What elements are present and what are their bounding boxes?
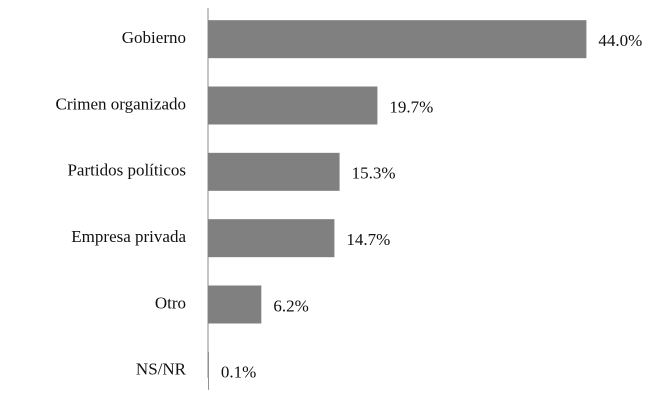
data-label: 44.0% <box>598 31 642 50</box>
bar <box>208 219 335 258</box>
category-label: Empresa privada <box>71 227 186 246</box>
category-label: Partidos políticos <box>67 161 186 180</box>
bar <box>208 86 378 125</box>
data-label: 14.7% <box>346 230 390 249</box>
data-label: 0.1% <box>221 363 256 382</box>
category-label: Crimen organizado <box>56 94 186 113</box>
bar <box>208 351 209 390</box>
data-label: 6.2% <box>273 296 308 315</box>
data-label: 19.7% <box>389 97 433 116</box>
category-label: NS/NR <box>136 360 187 379</box>
category-label: Otro <box>155 293 186 312</box>
bar <box>208 20 587 59</box>
data-label: 15.3% <box>352 164 396 183</box>
bar <box>208 285 262 324</box>
category-label: Gobierno <box>122 28 186 47</box>
bar <box>208 152 340 191</box>
